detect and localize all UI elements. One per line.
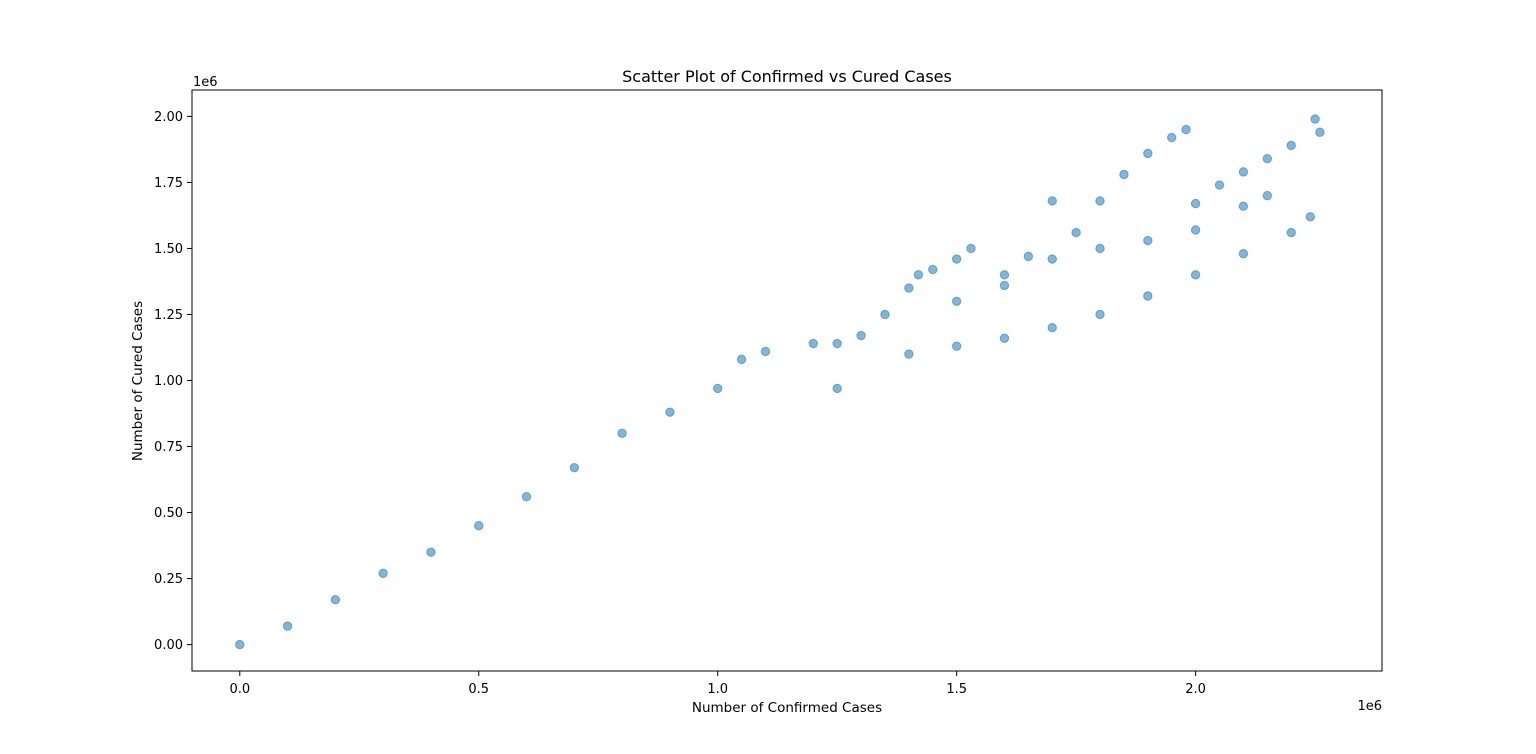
scatter-point [928,264,938,275]
scatter-point [1047,254,1057,264]
scatter-point [904,283,914,293]
scatter-point [1143,235,1153,246]
scatter-point [951,341,962,351]
scatter-point [1214,180,1225,190]
scatter-point [1181,124,1191,135]
scatter-point [880,309,890,320]
chart-title: Scatter Plot of Confirmed vs Cured Cases [622,67,952,86]
ticks-layer: 0.0 0.5 1.0 1.5 2.0 0.00 0.25 0.50 0.75 1.00 1.25 1… [154,110,1206,697]
scatter-point [1095,309,1105,320]
scatter-point [736,354,747,365]
x-axis-label: Number of Confirmed Cases [692,700,882,716]
scatter-point [665,407,675,417]
scatter-point [1190,225,1201,235]
scatter-point [1143,291,1153,301]
scatter-point [378,568,388,578]
y-tick-label: 0.50 [154,506,183,521]
scatter-point [913,270,924,280]
scatter-point [1047,322,1057,333]
y-offset-label: 1e6 [193,75,218,90]
plot-frame [191,89,1383,672]
x-tick-label: 2.0 [1185,682,1206,697]
scatter-point [1262,153,1273,164]
scatter-point [1143,148,1153,159]
y-tick-label: 1.50 [154,242,183,257]
scatter-point [1238,201,1249,211]
scatter-point [808,338,818,349]
scatter-point [474,521,484,531]
scatter-point [426,547,436,557]
scatter-point [235,639,245,650]
scatter-point [1315,127,1325,137]
scatter-point [1286,227,1296,238]
scatter-point [856,330,866,341]
scatter-point [521,492,532,502]
y-tick-label: 2.00 [154,110,183,125]
scatter-point [1167,132,1177,143]
x-offset-label: 1e6 [1357,699,1382,714]
scatter-point [832,383,842,394]
scatter-point [1190,198,1201,209]
x-tick-label: 1.0 [707,682,728,697]
scatter-point [1095,243,1105,254]
scatter-point [282,621,293,631]
scatter-point [1262,190,1273,201]
y-tick-label: 0.25 [154,572,183,587]
scatter-point [951,296,962,306]
scatter-point [951,254,962,264]
scatter-point [760,346,771,357]
scatter-point [999,270,1010,280]
scatter-point [904,349,914,359]
scatter-point [569,462,580,473]
y-axis-label: Number of Cured Cases [130,301,146,461]
scatter-point [1190,270,1201,280]
scatter-point [1119,169,1129,180]
scatter-point [1305,212,1316,222]
x-tick-label: 1.5 [946,682,967,697]
scatter-point [713,383,723,394]
scatter-point [617,428,627,439]
points-layer [235,114,1325,650]
y-tick-label: 0.00 [154,638,183,653]
scatter-point [1071,227,1081,238]
scatter-point [966,243,976,254]
scatter-point [1047,196,1057,206]
scatter-point [1238,249,1249,259]
y-tick-label: 1.75 [154,176,183,191]
scatter-point [1095,196,1105,206]
y-tick-label: 1.00 [154,374,183,389]
x-tick-label: 0.5 [468,682,489,697]
scatter-point [1238,167,1249,177]
y-tick-label: 1.25 [154,308,183,323]
scatter-point [1286,140,1296,151]
y-tick-label: 0.75 [154,440,183,455]
x-tick-label: 0.0 [229,682,250,697]
scatter-point [330,594,341,605]
scatter-point [999,280,1010,291]
scatter-point [1310,114,1320,124]
scatter-point [999,333,1010,343]
scatter-point [1023,251,1034,262]
scatter-point [832,338,842,349]
